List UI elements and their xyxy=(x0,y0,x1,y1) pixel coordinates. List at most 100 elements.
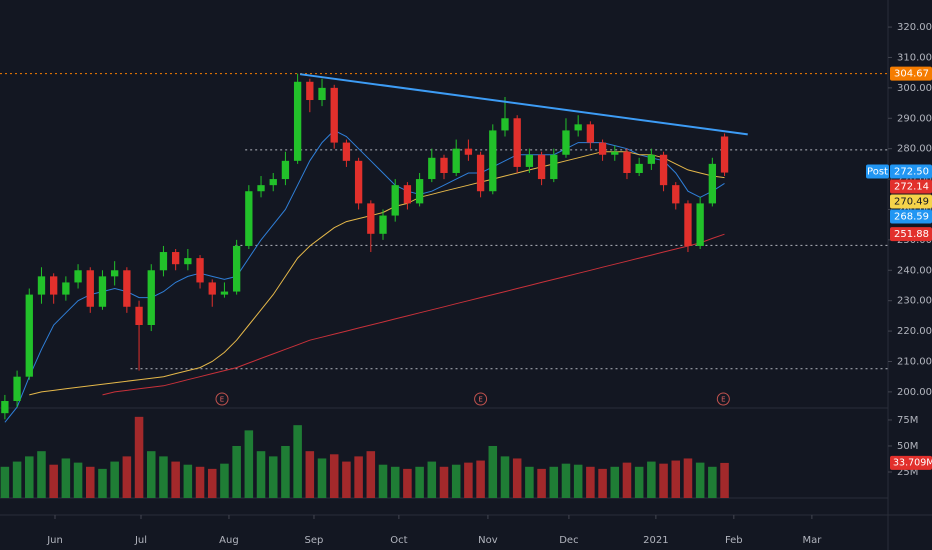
volume-bar xyxy=(378,464,388,498)
candle-body xyxy=(647,154,656,164)
volume-tick-label: 50M xyxy=(897,441,918,452)
price-label: 272.14 xyxy=(894,181,929,192)
x-tick-label: Oct xyxy=(390,535,407,546)
volume-bar xyxy=(427,461,437,498)
candle-body xyxy=(306,81,314,101)
candle-body xyxy=(98,276,107,307)
candle-body xyxy=(111,270,119,277)
candle-body xyxy=(428,157,436,180)
volume-label: 33.709M xyxy=(893,457,932,468)
volume-bar xyxy=(329,454,339,498)
volume-bar xyxy=(146,451,156,498)
candle-body xyxy=(720,136,729,173)
price-label: 272.50 xyxy=(894,166,929,177)
x-tick-label: Dec xyxy=(559,535,578,546)
volume-bar xyxy=(610,466,620,498)
candle-body xyxy=(611,151,619,155)
candle-body xyxy=(293,81,302,161)
x-tick-label: Jul xyxy=(134,535,147,546)
volume-bar xyxy=(12,461,22,498)
volume-bar xyxy=(525,466,534,498)
volume-bar xyxy=(25,456,34,498)
volume-bar xyxy=(317,458,327,498)
volume-bar xyxy=(256,451,266,498)
volume-bar xyxy=(671,460,681,498)
candle-body xyxy=(318,87,326,101)
volume-bar xyxy=(207,468,217,498)
volume-bar xyxy=(98,468,107,498)
volume-bar xyxy=(195,466,205,498)
y-tick-label: 320.00 xyxy=(897,22,932,33)
candle-body xyxy=(525,154,534,167)
volume-bar xyxy=(268,456,278,498)
x-tick-label: Mar xyxy=(802,535,822,546)
candle-body xyxy=(354,160,363,204)
candle-body xyxy=(123,270,131,307)
volume-bar xyxy=(659,463,668,498)
candle-body xyxy=(598,142,607,155)
volume-label-box xyxy=(890,455,932,470)
volume-bar xyxy=(537,468,546,498)
event-marker xyxy=(215,392,229,406)
volume-bar xyxy=(183,464,193,498)
volume-bar xyxy=(293,425,302,498)
candle-body xyxy=(476,154,485,192)
candle-body xyxy=(367,203,375,234)
candle-body xyxy=(147,270,155,326)
y-tick-label: 310.00 xyxy=(897,52,932,63)
volume-bar xyxy=(634,466,644,498)
volume-bar xyxy=(159,456,168,498)
volume-bar xyxy=(134,416,144,498)
volume-bar xyxy=(73,462,83,498)
volume-bar xyxy=(390,466,400,498)
price-label-box xyxy=(890,227,932,242)
volume-bar xyxy=(110,461,119,498)
candle-body xyxy=(379,215,387,234)
volume-bar xyxy=(305,451,315,498)
volume-bar xyxy=(244,430,254,498)
candle-body xyxy=(623,151,631,173)
volume-bar xyxy=(695,462,705,498)
price-label-name: Post xyxy=(867,166,888,177)
volume-bar xyxy=(37,451,46,498)
volume-bar xyxy=(122,456,132,498)
candle-body xyxy=(391,185,399,216)
price-label: 268.59 xyxy=(894,211,929,222)
candle-body xyxy=(415,179,424,204)
candle-body xyxy=(257,185,265,192)
candle-body xyxy=(159,252,168,271)
volume-tick-label: 25M xyxy=(897,467,918,478)
volume-bar xyxy=(451,464,461,498)
trend-line xyxy=(299,73,748,136)
volume-bar xyxy=(366,451,376,498)
candle-body xyxy=(13,376,21,402)
candle-body xyxy=(659,154,668,186)
volume-bar xyxy=(439,466,449,498)
candle-body xyxy=(672,185,680,204)
volume-bar xyxy=(488,445,498,498)
candle-body xyxy=(62,282,70,295)
candle-body xyxy=(562,130,570,155)
candle-body xyxy=(25,294,33,377)
candle-body xyxy=(574,124,582,131)
volume-bar xyxy=(549,466,559,498)
candle-body xyxy=(184,258,192,265)
candle-body xyxy=(708,163,717,204)
candle-body xyxy=(696,203,704,246)
price-label-box xyxy=(890,194,932,209)
volume-bar xyxy=(342,461,351,498)
price-label: 304.67 xyxy=(894,69,929,80)
candle-body xyxy=(489,130,497,192)
volume-bar xyxy=(622,462,632,498)
volume-bar xyxy=(476,460,485,498)
volume-bar xyxy=(512,458,522,498)
volume-bar xyxy=(683,458,693,498)
candle-body xyxy=(635,163,643,173)
candle-body xyxy=(464,148,473,155)
y-tick-label: 290.00 xyxy=(897,113,932,124)
volume-bar xyxy=(415,466,424,498)
y-tick-label: 200.00 xyxy=(897,387,932,398)
event-marker xyxy=(474,392,488,406)
volume-bar xyxy=(354,456,363,498)
candle-body xyxy=(342,142,351,161)
